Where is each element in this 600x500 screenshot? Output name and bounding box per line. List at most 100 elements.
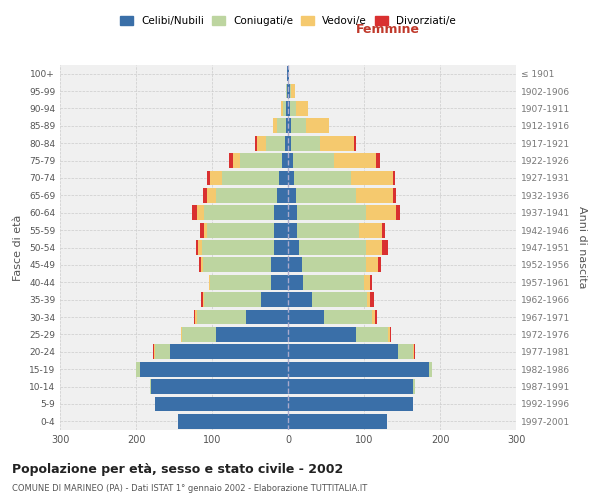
- Bar: [211, 170, 222, 186]
- Bar: [151, 379, 288, 394]
- Bar: [376, 153, 380, 168]
- Bar: [288, 327, 356, 342]
- Bar: [382, 240, 388, 255]
- Bar: [208, 222, 274, 238]
- Bar: [202, 240, 274, 255]
- Bar: [211, 275, 271, 289]
- Bar: [155, 396, 288, 411]
- Y-axis label: Fasce di età: Fasce di età: [13, 214, 23, 280]
- Bar: [216, 327, 288, 342]
- Bar: [205, 292, 262, 307]
- Bar: [229, 153, 233, 168]
- Bar: [296, 188, 356, 202]
- Bar: [297, 222, 359, 238]
- Bar: [288, 188, 296, 202]
- Bar: [288, 310, 325, 324]
- Bar: [299, 240, 365, 255]
- Bar: [288, 101, 290, 116]
- Bar: [367, 292, 370, 307]
- Bar: [288, 84, 290, 98]
- Bar: [257, 136, 266, 150]
- Bar: [288, 118, 291, 133]
- Bar: [170, 344, 288, 359]
- Bar: [382, 222, 385, 238]
- Bar: [364, 275, 370, 289]
- Bar: [354, 136, 356, 150]
- Bar: [390, 327, 391, 342]
- Bar: [271, 258, 288, 272]
- Bar: [303, 275, 364, 289]
- Bar: [281, 101, 283, 116]
- Bar: [149, 379, 151, 394]
- Bar: [296, 101, 308, 116]
- Bar: [136, 362, 140, 376]
- Bar: [320, 136, 354, 150]
- Bar: [246, 310, 288, 324]
- Bar: [302, 258, 366, 272]
- Bar: [334, 153, 376, 168]
- Bar: [199, 258, 200, 272]
- Bar: [282, 153, 288, 168]
- Bar: [202, 292, 203, 307]
- Bar: [266, 136, 285, 150]
- Bar: [288, 379, 413, 394]
- Bar: [293, 153, 334, 168]
- Bar: [365, 240, 382, 255]
- Text: Femmine: Femmine: [356, 23, 421, 36]
- Bar: [288, 396, 413, 411]
- Bar: [428, 362, 433, 376]
- Bar: [294, 170, 351, 186]
- Bar: [279, 170, 288, 186]
- Bar: [206, 188, 216, 202]
- Bar: [365, 206, 396, 220]
- Bar: [290, 101, 296, 116]
- Bar: [377, 258, 382, 272]
- Bar: [196, 240, 199, 255]
- Bar: [413, 344, 414, 359]
- Bar: [288, 292, 313, 307]
- Bar: [291, 84, 295, 98]
- Text: Popolazione per età, sesso e stato civile - 2002: Popolazione per età, sesso e stato civil…: [12, 462, 343, 475]
- Bar: [194, 310, 195, 324]
- Bar: [356, 188, 393, 202]
- Bar: [240, 153, 282, 168]
- Bar: [216, 188, 277, 202]
- Bar: [297, 206, 365, 220]
- Bar: [205, 206, 274, 220]
- Bar: [291, 118, 306, 133]
- Bar: [413, 379, 415, 394]
- Bar: [306, 118, 329, 133]
- Bar: [288, 170, 294, 186]
- Bar: [256, 136, 257, 150]
- Bar: [192, 206, 197, 220]
- Bar: [233, 153, 240, 168]
- Bar: [393, 170, 395, 186]
- Bar: [287, 84, 288, 98]
- Bar: [287, 66, 288, 81]
- Bar: [203, 292, 205, 307]
- Bar: [396, 206, 400, 220]
- Bar: [222, 170, 279, 186]
- Bar: [288, 66, 289, 81]
- Bar: [203, 188, 206, 202]
- Bar: [359, 222, 382, 238]
- Bar: [288, 206, 297, 220]
- Y-axis label: Anni di nascita: Anni di nascita: [577, 206, 587, 289]
- Bar: [366, 258, 377, 272]
- Bar: [203, 258, 271, 272]
- Bar: [288, 153, 293, 168]
- Bar: [414, 344, 415, 359]
- Bar: [393, 188, 396, 202]
- Bar: [374, 310, 377, 324]
- Bar: [288, 222, 297, 238]
- Bar: [271, 275, 288, 289]
- Bar: [288, 344, 398, 359]
- Bar: [351, 170, 393, 186]
- Bar: [209, 275, 211, 289]
- Bar: [288, 275, 303, 289]
- Bar: [178, 414, 288, 428]
- Bar: [154, 344, 155, 359]
- Bar: [208, 170, 211, 186]
- Bar: [203, 222, 208, 238]
- Bar: [182, 327, 216, 342]
